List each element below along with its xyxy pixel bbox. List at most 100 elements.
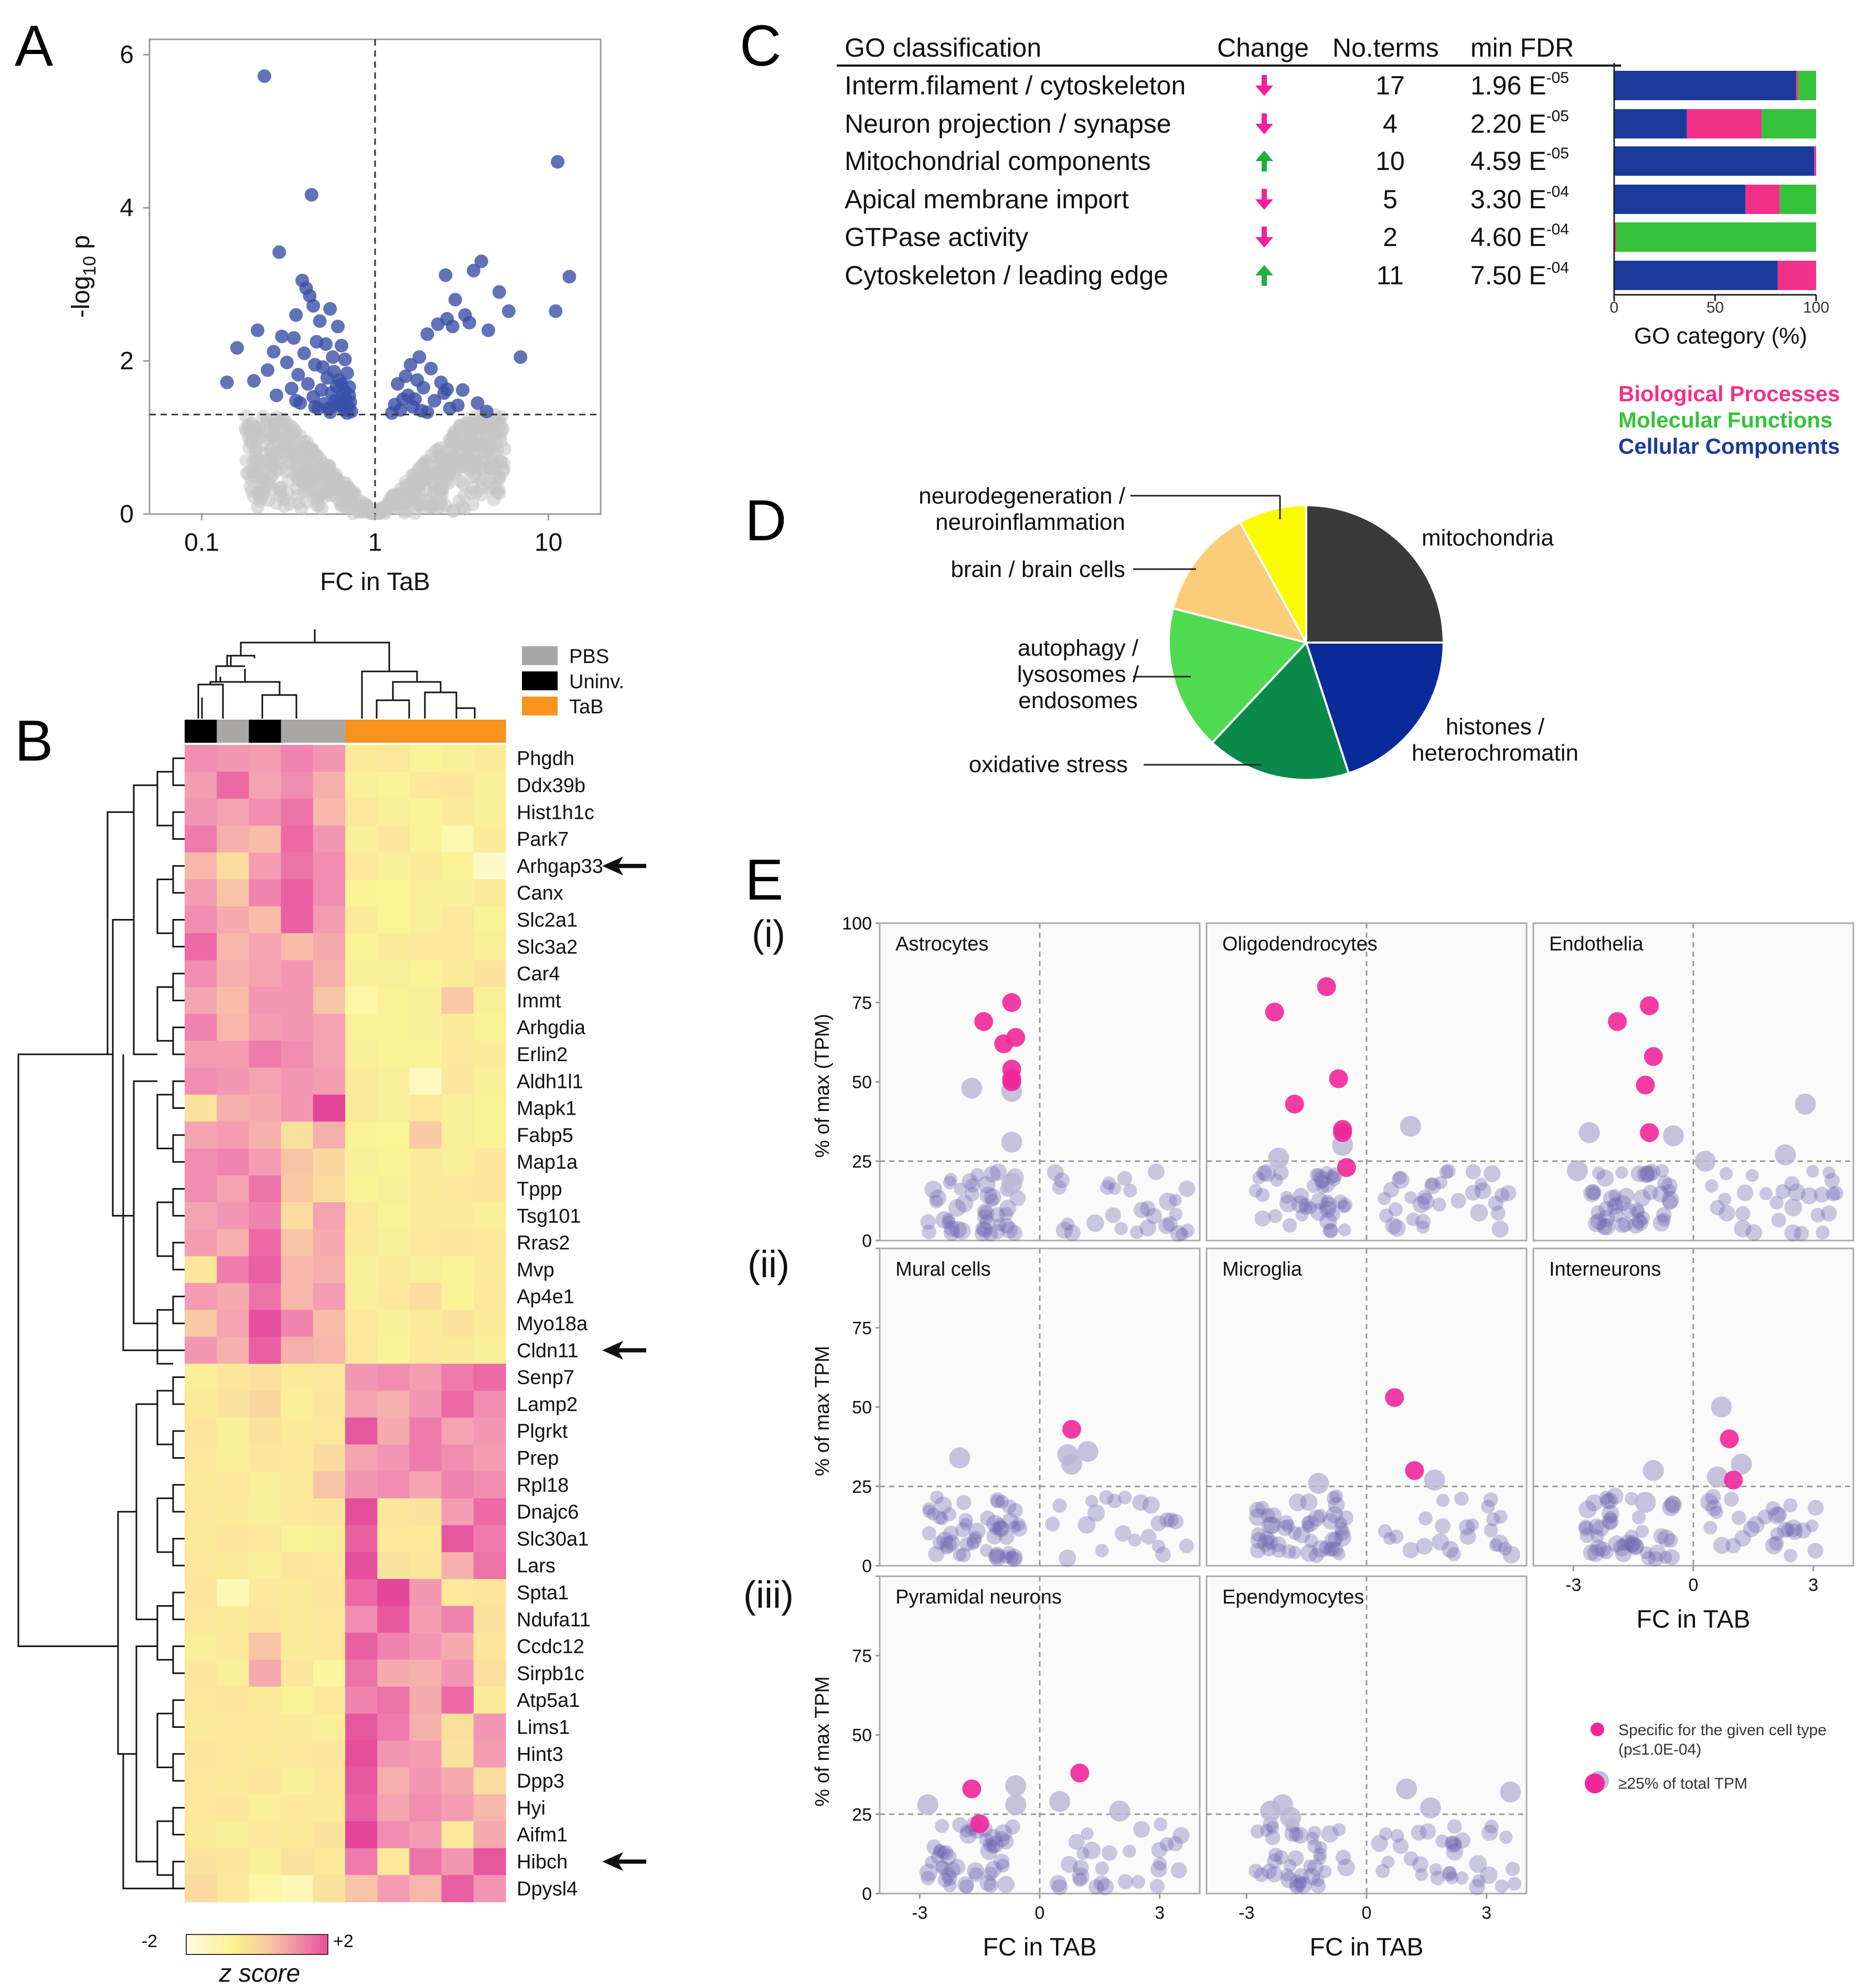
column-group-swatch — [473, 720, 506, 743]
gene-label: Aldh1l1 — [517, 1071, 583, 1093]
gene-point — [1657, 1175, 1672, 1191]
significant-point — [479, 404, 494, 419]
pie-slice — [1168, 607, 1308, 744]
heatmap-cell — [441, 798, 474, 826]
gene-point — [932, 1510, 947, 1525]
heatmap-cell — [249, 825, 282, 853]
gene-point — [938, 1845, 954, 1861]
specific-gene-point — [1333, 1123, 1352, 1142]
gene-point — [1006, 1548, 1023, 1566]
heatmap-cell — [313, 1848, 346, 1876]
heatmap-cell — [249, 1767, 282, 1795]
heatmap-cell — [409, 1417, 442, 1445]
gene-point-large — [1500, 1781, 1521, 1803]
gene-point — [1334, 1516, 1347, 1530]
gene-point — [1786, 1523, 1803, 1540]
heatmap-cell — [249, 852, 282, 880]
go-header-terms: No.terms — [1332, 33, 1439, 62]
go-bar-segment — [1745, 185, 1780, 214]
gene-point — [1585, 1184, 1602, 1201]
heatmap-cell — [185, 1552, 217, 1579]
heatmap-cell — [345, 1256, 378, 1284]
gene-point — [940, 1867, 956, 1883]
gene-point — [1602, 1505, 1619, 1523]
gene-point — [1639, 1546, 1653, 1559]
heatmap-cell — [473, 987, 506, 1014]
gene-point — [989, 1224, 1005, 1239]
heatmap-cell — [409, 1337, 442, 1364]
heatmap-cell — [473, 1229, 506, 1257]
heatmap-cell — [217, 1848, 249, 1876]
heatmap-cell — [249, 745, 282, 772]
heatmap-cell — [249, 1821, 282, 1848]
heatmap-cells — [185, 745, 506, 1903]
heatmap-cell — [217, 1713, 249, 1741]
gene-point — [1378, 1192, 1391, 1205]
gene-point — [1095, 1544, 1109, 1557]
gene-point — [1313, 1171, 1330, 1188]
gene-point-large — [1005, 1775, 1027, 1797]
gene-point — [1287, 1850, 1304, 1866]
gene-point — [1465, 1184, 1481, 1201]
significant-point — [338, 352, 352, 367]
gene-point — [1588, 1518, 1605, 1535]
gene-point — [1279, 1194, 1297, 1213]
heatmap-cell — [217, 1310, 249, 1338]
gene-point — [993, 1518, 1006, 1531]
gene-point — [1087, 1504, 1105, 1522]
gene-point — [986, 1528, 1002, 1545]
heatmap-cell — [377, 933, 410, 960]
gene-point — [995, 1495, 1009, 1509]
gene-point — [1282, 1218, 1297, 1233]
gene-point — [983, 1838, 997, 1852]
heatmap-cell — [377, 1686, 410, 1714]
heatmap-cell — [473, 745, 506, 772]
gene-point — [1424, 1177, 1441, 1194]
heatmap-cell — [249, 1875, 282, 1903]
heatmap-cell — [249, 1740, 282, 1768]
gene-point — [1337, 1858, 1356, 1877]
gene-point — [1604, 1511, 1617, 1524]
gene-point — [988, 1548, 1005, 1565]
heatmap-cell — [281, 1740, 314, 1768]
go-bar-segment — [1687, 109, 1762, 138]
heatmap-cell — [345, 1471, 378, 1499]
specific-gene-point — [1720, 1429, 1739, 1448]
gene-label: Ndufa11 — [517, 1609, 591, 1631]
significant-point — [220, 375, 234, 389]
gene-point — [1389, 1530, 1404, 1544]
heatmap-cell — [441, 933, 474, 960]
legend-label-tab: TaB — [569, 696, 603, 718]
y-tick-label: 25 — [852, 1152, 872, 1172]
heatmap-cell — [249, 987, 282, 1014]
gene-point — [954, 1182, 967, 1196]
gene-point — [926, 1508, 940, 1521]
gene-point — [1724, 1492, 1739, 1507]
gene-point — [1304, 1534, 1318, 1548]
heatmap-cell — [217, 1202, 249, 1230]
dendrogram-branch — [118, 1753, 157, 1889]
gene-point — [943, 1878, 957, 1893]
gene-point — [1507, 1877, 1522, 1891]
go-category-bars — [1614, 71, 1816, 290]
gene-label: Slc3a2 — [517, 936, 578, 958]
gene-point-large — [1308, 1472, 1329, 1494]
pie-slice — [1305, 504, 1445, 644]
go-term-count: 17 — [1375, 71, 1405, 100]
gene-point — [943, 1220, 960, 1237]
gene-point — [1268, 1209, 1283, 1223]
dendrogram-branch — [172, 1807, 185, 1836]
heatmap-cell — [409, 1552, 442, 1579]
gene-point-large — [1001, 1173, 1022, 1194]
gene-point — [1664, 1495, 1681, 1512]
heatmap-cell — [377, 745, 410, 772]
nonsignificant-point — [418, 473, 432, 487]
heatmap-cell — [185, 1121, 217, 1149]
cell-type-panel: Microglia — [1205, 1247, 1528, 1567]
nonsignificant-point — [400, 504, 414, 518]
heatmap-cell — [281, 960, 314, 988]
gene-point — [987, 1835, 1004, 1853]
gene-point — [1329, 1489, 1343, 1503]
significant-point — [322, 401, 336, 415]
gene-point — [1108, 1182, 1122, 1195]
